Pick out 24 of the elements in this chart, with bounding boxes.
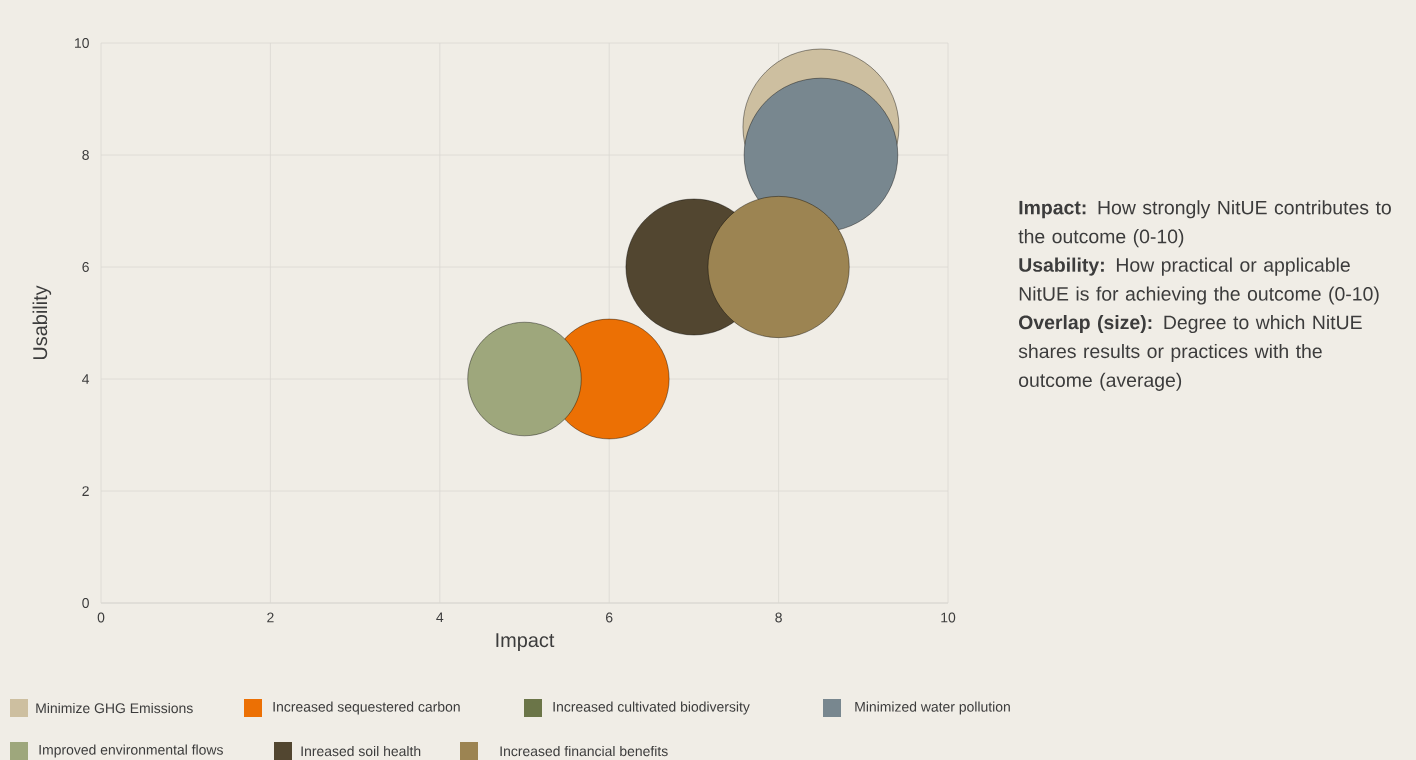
x-tick-label: 2 (267, 612, 274, 623)
x-tick-label: 0 (97, 612, 105, 623)
legend-label: Increased financial benefits (500, 745, 668, 757)
x-tick-label: 8 (775, 612, 782, 623)
text: Usability: How practical or applicable NitUE is for achieving the outcome (0-10) (1019, 257, 1379, 305)
x-tick-label: 4 (436, 612, 444, 623)
text: Overlap (size): Degree to which NitUE shares results or practices with the outcome (average) (1018, 314, 1362, 391)
legend-label: Inreased soil health (301, 745, 421, 757)
x-tick-label: 10 (941, 612, 956, 623)
y-tick-label: 0 (82, 598, 89, 608)
text: Impact: How strongly NitUE contributes to the outcome (0-10) (1018, 200, 1391, 248)
y-axis-title: Usability (32, 285, 52, 360)
legend-label: Minimize GHG Emissions (36, 702, 193, 714)
y-tick-label: 10 (75, 38, 89, 48)
legend-label: Increased cultivated biodiversity (553, 701, 750, 715)
legend-label: Increased sequestered carbon (273, 701, 460, 715)
x-tick-label: 6 (606, 612, 613, 623)
legend-label: Minimized water pollution (855, 701, 1010, 715)
y-tick-label: 4 (82, 374, 90, 384)
y-tick-label: 6 (82, 262, 89, 272)
x-axis-title: Impact (496, 633, 555, 652)
y-tick-label: 2 (82, 486, 89, 496)
legend-label: Improved environmental flows (39, 744, 223, 758)
y-tick-label: 8 (82, 150, 89, 160)
